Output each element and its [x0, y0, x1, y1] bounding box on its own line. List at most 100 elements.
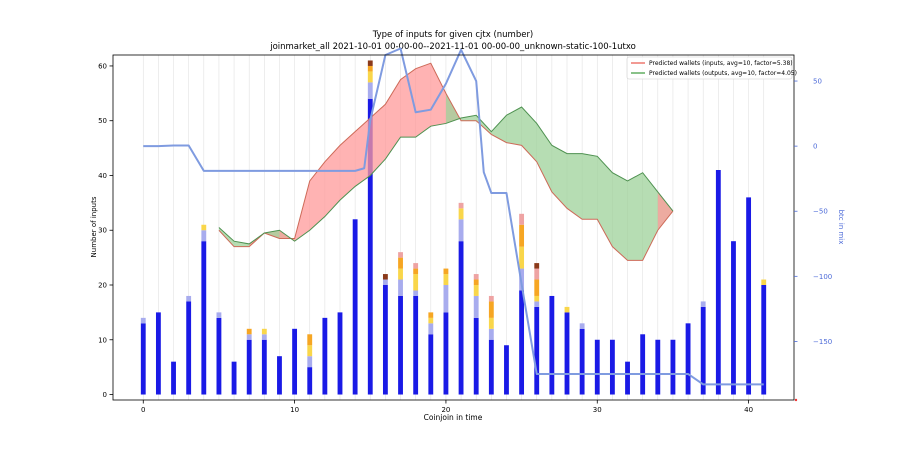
y-axis-label: Number of inputs: [90, 196, 98, 257]
bar-segment-orange: [413, 268, 419, 275]
bar-base: [655, 339, 661, 395]
bar-segment-lavender: [261, 334, 267, 340]
chart-title: Type of inputs for given cjtx (number): [372, 30, 534, 40]
bar-segment-orange: [473, 279, 479, 285]
y-tick-label: 10: [98, 336, 107, 344]
legend-label-outputs: Predicted wallets (outputs, avg=10, fact…: [649, 70, 797, 77]
y2-tick-label: −50: [813, 208, 828, 216]
bar-segment-orange: [488, 301, 494, 318]
bar-base: [261, 339, 267, 395]
y2-tick-label: −100: [813, 273, 832, 281]
y2-tick-label: 50: [813, 78, 822, 86]
bar-base: [231, 361, 237, 395]
bar-segment-lavender: [428, 323, 434, 335]
bar-segment-lavender: [216, 312, 222, 318]
bar-base: [731, 241, 736, 395]
bar-segment-yellow: [761, 279, 767, 285]
bar-base: [307, 367, 313, 395]
bar-segment-yellow: [534, 295, 540, 302]
bar-base: [534, 306, 540, 395]
outputs-band: [445, 93, 673, 261]
bar-segment-yellow: [488, 317, 494, 329]
y2-tick-label: 0: [813, 143, 817, 151]
bar-segment-orange: [367, 65, 373, 72]
prediction-bands: [218, 62, 674, 261]
bar-segment-lavender: [413, 290, 419, 296]
x-axis-label: Coinjoin in time: [424, 413, 483, 422]
y2-axis-label: btc in mix: [837, 210, 845, 245]
bar-segment-lavender: [382, 279, 388, 285]
bar-segment-lavender: [201, 230, 207, 242]
bar-segment-yellow: [519, 246, 525, 269]
bar-base: [715, 170, 721, 395]
bar-segment-yellow: [443, 274, 449, 285]
bar-segment-orange: [428, 312, 434, 318]
bar-segment-orange: [398, 257, 403, 269]
bar-segment-pink: [413, 263, 419, 269]
bar-segment-yellow: [367, 71, 373, 83]
bar-segment-lavender: [458, 219, 464, 242]
predicted-outputs-line: [218, 106, 674, 245]
bar-base: [352, 219, 358, 395]
bar-segment-yellow: [398, 268, 403, 280]
y-tick-label: 0: [103, 391, 107, 399]
bar-base: [155, 312, 161, 395]
bar-base: [504, 345, 509, 395]
bar-segment-yellow: [413, 274, 419, 291]
y-tick-label: 50: [98, 117, 107, 125]
bar-segment-lavender: [367, 82, 373, 99]
inputs-band: [279, 63, 462, 242]
y-tick-label: 30: [98, 227, 107, 235]
bar-segment-orange: [534, 279, 540, 296]
predicted-inputs-line: [218, 62, 674, 261]
bar-base: [640, 334, 646, 395]
bar-base: [398, 295, 403, 395]
legend: Predicted wallets (inputs, avg=10, facto…: [626, 56, 797, 80]
bar-segment-lavender: [488, 328, 494, 340]
bar-base: [488, 339, 494, 395]
btc-in-mix-series: [143, 47, 764, 386]
x-axis: 0 10 20 30 40: [141, 400, 753, 414]
y2-tick-label: −150: [813, 338, 832, 346]
bar-segment-pink: [398, 252, 403, 258]
bar-base: [322, 317, 328, 395]
bar-base: [761, 285, 767, 395]
inputs-band: [657, 191, 673, 231]
bar-base: [140, 323, 146, 395]
bar-segment-orange: [307, 334, 313, 346]
bar-base: [746, 197, 752, 395]
x-tick-label: 40: [744, 406, 753, 414]
bar-base: [186, 301, 192, 395]
bar-base: [382, 285, 388, 395]
chart-subtitle: joinmarket_all 2021-10-01 00-00-00--2021…: [269, 42, 636, 52]
bar-segment-pink: [534, 268, 540, 280]
bar-segment-lavender: [398, 279, 403, 296]
bar-base: [428, 334, 434, 395]
bar-base: [458, 241, 464, 395]
bar-segment-lavender: [246, 334, 252, 340]
x-tick-label: 20: [441, 406, 450, 414]
bar-segment-pink: [458, 202, 464, 209]
bar-base: [579, 328, 585, 395]
bar-segment-lavender: [307, 356, 313, 368]
bar-base: [594, 339, 600, 395]
bar-base: [413, 295, 419, 395]
bar-base: [292, 328, 298, 395]
bar-base: [367, 98, 373, 395]
bar-base: [171, 361, 176, 395]
bar-segment-brown: [382, 274, 388, 280]
bar-segment-brown: [534, 263, 540, 269]
bar-segment-lavender: [473, 295, 479, 318]
bar-segment-lavender: [700, 301, 706, 307]
x-tick-label: 0: [141, 406, 145, 414]
bar-segment-lavender: [186, 295, 192, 302]
bar-base: [473, 317, 479, 395]
legend-label-inputs: Predicted wallets (inputs, avg=10, facto…: [649, 60, 793, 67]
bar-segment-yellow: [473, 285, 479, 296]
y-tick-label: 60: [98, 62, 107, 70]
bar-base: [201, 241, 207, 395]
bar-base: [625, 361, 630, 395]
bar-base: [216, 317, 222, 395]
corner-marker: [794, 398, 798, 402]
